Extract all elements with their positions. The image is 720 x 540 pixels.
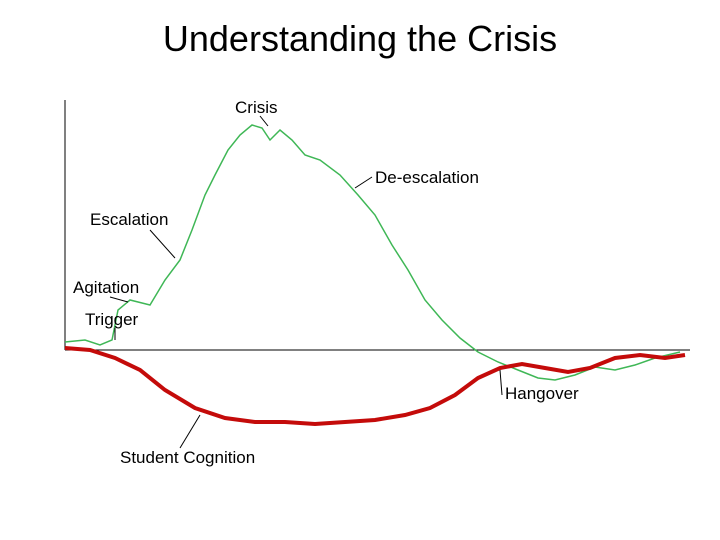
label-trigger: Trigger	[85, 310, 138, 330]
slide-container: Understanding the Crisis Crisis De-escal…	[0, 0, 720, 540]
student-cognition-line	[65, 348, 685, 424]
label-deescalation: De-escalation	[375, 168, 479, 188]
hangover-pointer	[500, 370, 502, 395]
label-agitation: Agitation	[73, 278, 139, 298]
pointer-lines	[110, 116, 502, 448]
crisis-curve-chart	[0, 0, 720, 540]
label-cognition: Student Cognition	[120, 448, 255, 468]
label-hangover: Hangover	[505, 384, 579, 404]
escalation-pointer	[150, 230, 175, 258]
cognition-pointer	[180, 415, 200, 448]
deescalation-pointer	[355, 177, 372, 188]
label-escalation: Escalation	[90, 210, 168, 230]
crisis-behaviour-line	[65, 125, 680, 380]
label-crisis: Crisis	[235, 98, 278, 118]
